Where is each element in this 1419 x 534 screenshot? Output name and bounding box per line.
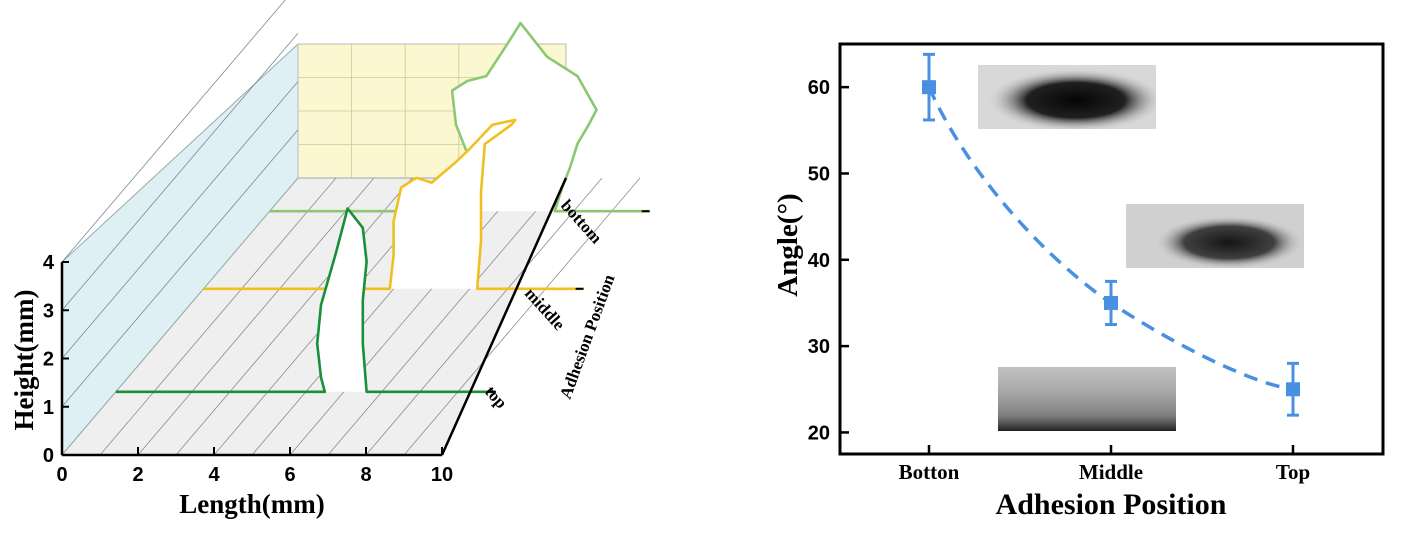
profile-fill-middle: [389, 119, 516, 289]
profile-line-middle: [203, 118, 584, 291]
angle-y-tick-label: 40: [808, 250, 830, 272]
y-tick-label: 4: [43, 252, 55, 274]
angle-x-tick-label: Top: [1276, 460, 1310, 484]
angle-x-axis-title: Adhesion Position: [996, 488, 1227, 521]
angle-y-tick-label: 20: [808, 422, 830, 444]
y-tick-label: 1: [43, 397, 54, 419]
angle-y-axis-title: Angle(°): [772, 193, 804, 296]
x-tick-label: 4: [208, 464, 220, 486]
data-point: [1104, 295, 1118, 310]
x-axis-title: Length(mm): [179, 489, 324, 519]
x-tick-labels: 0 2 4 6 8 10: [56, 464, 453, 486]
floor-grid-line: [175, 177, 413, 456]
y-axis-title: Height(mm): [9, 290, 39, 431]
floor-grid-line: [327, 177, 565, 456]
ticks-3d: [61, 210, 650, 456]
floor-grid-line: [137, 177, 375, 456]
floor-grid-line: [99, 177, 337, 456]
y-tick-labels: 0 1 2 3 4: [43, 252, 55, 467]
angle-x-tick-label: Middle: [1079, 460, 1143, 484]
x-tick-label: 2: [132, 464, 143, 486]
z-axis-title: Adhesion Position: [556, 271, 619, 401]
angle-axes: 20 30 40 50 60 Botton Middle Top: [808, 77, 1310, 484]
wall-grid-line: [61, 32, 299, 311]
profile-line-top: [115, 207, 496, 394]
profiles: [115, 21, 650, 394]
wall-grid-line: [61, 0, 286, 263]
angle-y-tick-label: 60: [808, 77, 830, 99]
photo-top: [998, 367, 1176, 431]
wall-grid-line: [61, 129, 299, 408]
x-tick-label: 6: [284, 464, 295, 486]
wall-grid: [61, 0, 299, 408]
data-point: [922, 80, 936, 95]
angle-y-tick-label: 30: [808, 336, 830, 358]
angle-plot: [922, 52, 1300, 417]
data-point: [1286, 382, 1300, 397]
profile-fill-bottom: [452, 23, 597, 212]
floor-grid-line: [403, 177, 641, 456]
chart-angle: 20 30 40 50 60 Botton Middle Top Angle(°) Adhes…: [772, 42, 1385, 521]
y-tick-label: 0: [43, 445, 54, 467]
profile-fill-top: [317, 208, 367, 392]
angle-y-tick-label: 50: [808, 163, 830, 185]
angle-x-tick-label: Botton: [899, 460, 960, 484]
x-tick-label: 0: [56, 464, 67, 486]
wall-grid-line: [61, 81, 299, 359]
z-tick-top: top: [481, 382, 511, 412]
photo-middle: [1126, 204, 1304, 268]
y-tick-label: 3: [43, 300, 54, 322]
floor-grid-line: [289, 177, 527, 456]
x-tick-label: 10: [431, 464, 453, 486]
x-tick-label: 8: [360, 464, 371, 486]
photo-bottom: [978, 65, 1156, 129]
y-tick-label: 2: [43, 349, 54, 371]
z-axis-line: [440, 177, 568, 456]
floor-grid-line: [365, 177, 603, 456]
